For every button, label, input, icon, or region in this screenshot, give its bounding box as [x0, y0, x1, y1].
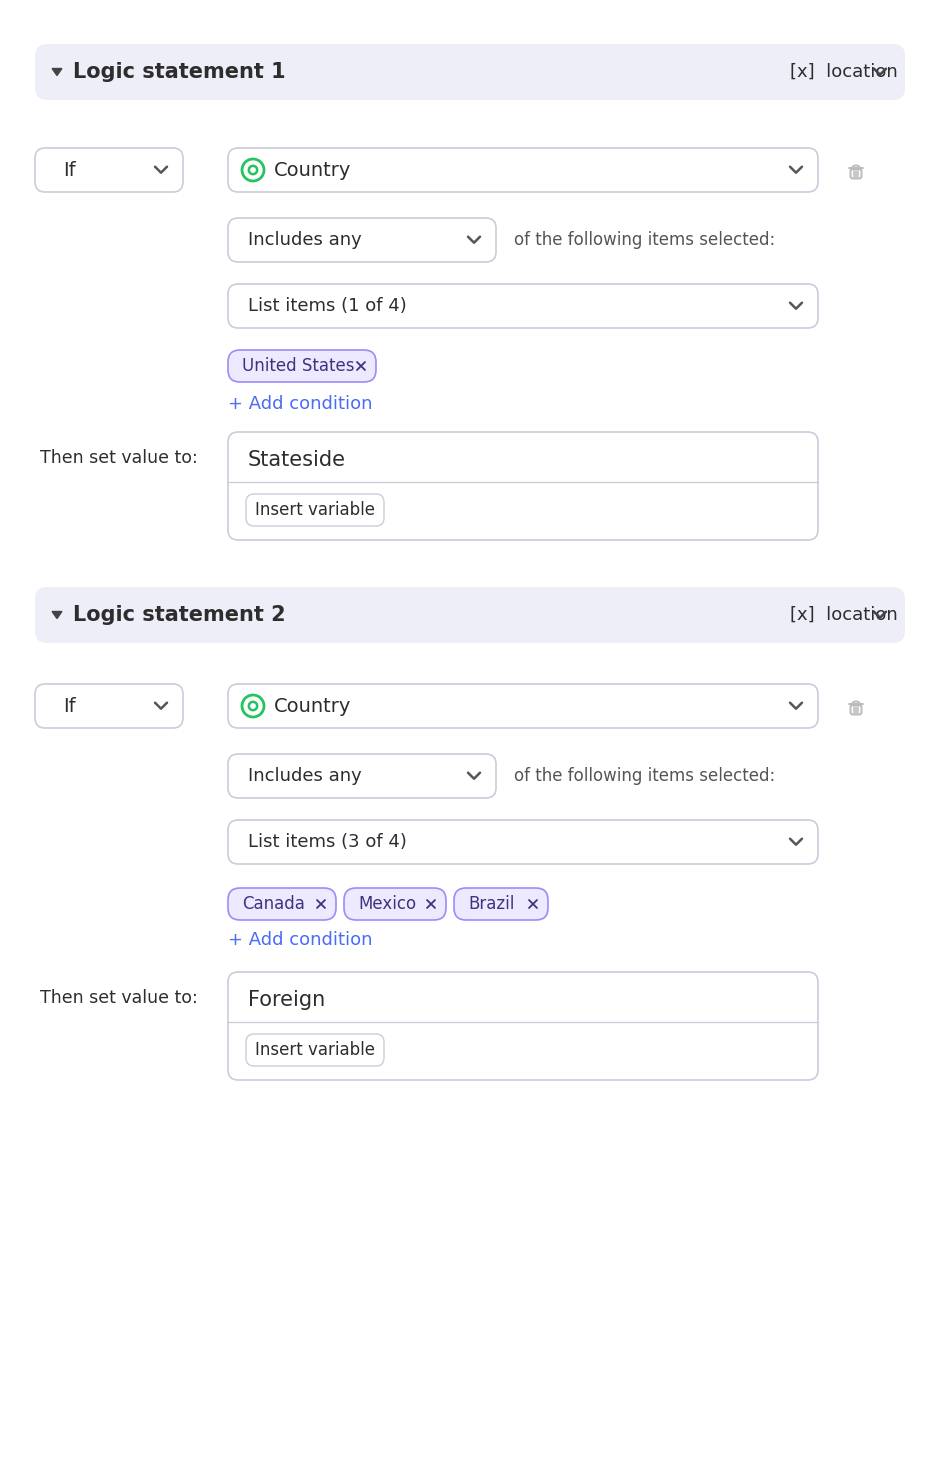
FancyBboxPatch shape [35, 149, 183, 191]
Text: Insert variable: Insert variable [255, 500, 375, 520]
Text: If: If [63, 696, 75, 715]
FancyBboxPatch shape [228, 754, 496, 798]
FancyBboxPatch shape [228, 972, 818, 1080]
Text: Brazil: Brazil [468, 895, 514, 913]
FancyBboxPatch shape [228, 149, 818, 191]
FancyBboxPatch shape [228, 888, 336, 920]
FancyBboxPatch shape [228, 218, 496, 262]
FancyBboxPatch shape [35, 44, 905, 100]
FancyBboxPatch shape [228, 284, 818, 328]
FancyBboxPatch shape [228, 684, 818, 729]
Text: Then set value to:: Then set value to: [40, 989, 197, 1007]
FancyBboxPatch shape [35, 684, 183, 729]
Text: Logic statement 1: Logic statement 1 [73, 62, 286, 82]
Text: Stateside: Stateside [248, 450, 346, 470]
Text: Logic statement 2: Logic statement 2 [73, 605, 286, 626]
Text: Insert variable: Insert variable [255, 1041, 375, 1058]
Text: List items (1 of 4): List items (1 of 4) [248, 297, 407, 315]
Text: Mexico: Mexico [358, 895, 416, 913]
Text: [x]  location: [x] location [790, 606, 898, 624]
FancyBboxPatch shape [228, 431, 818, 540]
Text: + Add condition: + Add condition [228, 930, 372, 949]
FancyBboxPatch shape [228, 820, 818, 864]
Text: Includes any: Includes any [248, 231, 362, 249]
Polygon shape [52, 69, 62, 75]
FancyBboxPatch shape [246, 495, 384, 526]
Text: If: If [63, 160, 75, 180]
Text: Then set value to:: Then set value to: [40, 449, 197, 467]
Text: United States: United States [242, 358, 354, 375]
Text: + Add condition: + Add condition [228, 394, 372, 414]
Text: [x]  location: [x] location [790, 63, 898, 81]
Text: List items (3 of 4): List items (3 of 4) [248, 833, 407, 851]
Text: Includes any: Includes any [248, 767, 362, 785]
Text: of the following items selected:: of the following items selected: [514, 767, 776, 785]
Text: Country: Country [274, 160, 352, 180]
FancyBboxPatch shape [454, 888, 548, 920]
Text: of the following items selected:: of the following items selected: [514, 231, 776, 249]
Text: Country: Country [274, 696, 352, 715]
FancyBboxPatch shape [344, 888, 446, 920]
FancyBboxPatch shape [246, 1033, 384, 1066]
Text: Foreign: Foreign [248, 991, 325, 1010]
Text: Canada: Canada [242, 895, 305, 913]
FancyBboxPatch shape [228, 350, 376, 383]
Polygon shape [52, 611, 62, 618]
FancyBboxPatch shape [35, 587, 905, 643]
